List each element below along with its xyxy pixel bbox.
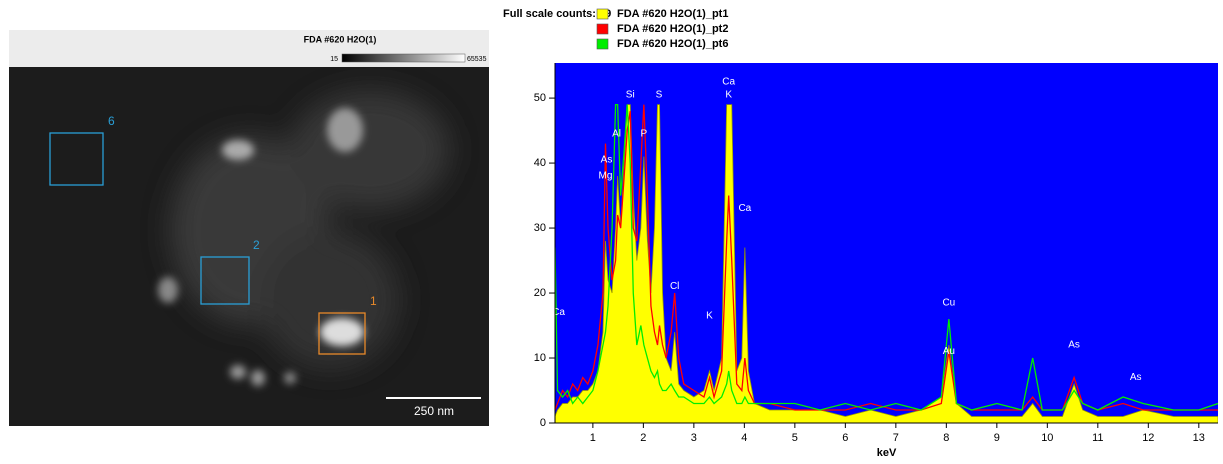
peak-label: As	[1130, 372, 1142, 383]
x-tick-label: 8	[943, 432, 949, 444]
x-tick-label: 4	[741, 432, 747, 444]
peak-label: Cl	[670, 281, 679, 292]
y-tick-label: 40	[534, 157, 546, 169]
region-box	[200, 256, 250, 305]
colorbar-max: 65535	[467, 56, 487, 63]
x-tick-label: 1	[590, 432, 596, 444]
peak-label: As	[1068, 340, 1080, 351]
legend-label: FDA #620 H2O(1)_pt2	[617, 23, 728, 35]
peak-label: Mg	[599, 171, 613, 182]
peak-label: P	[641, 128, 648, 139]
peak-label: Cu	[942, 297, 955, 308]
region-box	[318, 312, 366, 355]
legend-swatch	[596, 23, 609, 35]
peak-label: Ca	[722, 76, 735, 87]
peak-label: Si	[626, 89, 635, 100]
image-title: FDA #620 H2O(1)	[304, 34, 377, 44]
x-tick-label: 13	[1193, 432, 1205, 444]
legend-swatch	[596, 8, 609, 20]
region-label: 6	[108, 114, 115, 128]
full-scale-header: Full scale counts: 49	[503, 8, 611, 20]
x-tick-label: 12	[1142, 432, 1154, 444]
peak-label: Ca	[738, 203, 751, 214]
x-tick-label: 7	[893, 432, 899, 444]
y-tick-label: 20	[534, 287, 546, 299]
x-tick-label: 2	[640, 432, 646, 444]
x-tick-label: 5	[792, 432, 798, 444]
peak-label: Au	[943, 346, 955, 357]
peak-label: K	[706, 310, 713, 321]
x-axis-label: keV	[877, 447, 897, 459]
region-box	[49, 132, 104, 186]
y-tick-label: 10	[534, 352, 546, 364]
y-tick-label: 50	[534, 92, 546, 104]
peak-label: K	[725, 89, 732, 100]
x-tick-label: 9	[994, 432, 1000, 444]
peak-label: As	[601, 154, 613, 165]
micrograph	[9, 67, 489, 426]
scale-bar-label: 250 nm	[414, 404, 454, 418]
region-label: 2	[253, 238, 260, 252]
x-tick-label: 6	[842, 432, 848, 444]
colorbar-min: 15	[330, 56, 338, 63]
region-label: 1	[370, 294, 377, 308]
peak-label: S	[656, 89, 663, 100]
x-tick-label: 10	[1041, 432, 1053, 444]
legend-label: FDA #620 H2O(1)_pt6	[617, 38, 728, 50]
legend-swatch	[596, 38, 609, 50]
peak-label: Ca	[552, 307, 565, 318]
y-tick-label: 30	[534, 222, 546, 234]
colorbar	[341, 53, 466, 63]
spectrum-line	[555, 103, 1218, 411]
y-tick-label: 0	[540, 417, 546, 429]
plot	[555, 103, 1218, 423]
peak-label: Al	[612, 128, 621, 139]
spectrum-line	[555, 104, 1218, 411]
spectrum-area	[555, 104, 1218, 423]
x-tick-label: 11	[1092, 432, 1103, 444]
x-tick-label: 3	[691, 432, 697, 444]
legend-label: FDA #620 H2O(1)_pt1	[617, 8, 728, 20]
